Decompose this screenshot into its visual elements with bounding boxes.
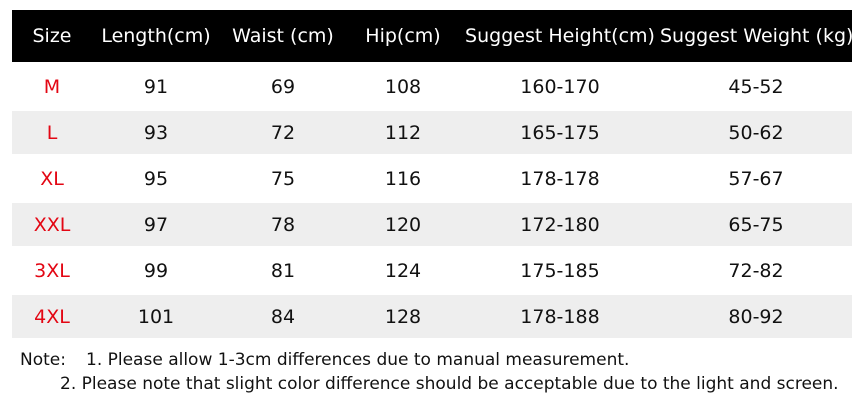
length-cell: 101 xyxy=(92,295,220,341)
height-cell: 172-180 xyxy=(460,203,660,249)
size-cell: M xyxy=(12,65,92,111)
table-row: 4XL 101 84 128 178-188 80-92 xyxy=(12,295,852,341)
length-cell: 95 xyxy=(92,157,220,203)
note-text-2: 2. Please note that slight color differe… xyxy=(60,374,839,394)
header-size: Size xyxy=(12,10,92,65)
hip-cell: 112 xyxy=(346,111,460,157)
weight-cell: 72-82 xyxy=(660,249,852,295)
weight-cell: 80-92 xyxy=(660,295,852,341)
size-cell: L xyxy=(12,111,92,157)
header-waist: Waist (cm) xyxy=(220,10,346,65)
waist-cell: 72 xyxy=(220,111,346,157)
size-cell: XL xyxy=(12,157,92,203)
waist-cell: 69 xyxy=(220,65,346,111)
note-prefix: Note: xyxy=(20,350,66,370)
header-suggest-height: Suggest Height(cm) xyxy=(460,10,660,65)
header-suggest-weight: Suggest Weight (kg) xyxy=(660,10,853,65)
table-row: XL 95 75 116 178-178 57-67 xyxy=(12,157,852,203)
table-row: 3XL 99 81 124 175-185 72-82 xyxy=(12,249,852,295)
table-row: M 91 69 108 160-170 45-52 xyxy=(12,65,852,111)
size-chart-table: Size Length(cm) Waist (cm) Hip(cm) Sugge… xyxy=(12,10,853,341)
header-row: Size Length(cm) Waist (cm) Hip(cm) Sugge… xyxy=(12,10,853,65)
size-cell: 4XL xyxy=(12,295,92,341)
weight-cell: 57-67 xyxy=(660,157,852,203)
height-cell: 178-178 xyxy=(460,157,660,203)
note-line-2: 2. Please note that slight color differe… xyxy=(20,372,860,396)
note-line-1: Note: 1. Please allow 1-3cm differences d… xyxy=(20,348,860,372)
waist-cell: 75 xyxy=(220,157,346,203)
hip-cell: 108 xyxy=(346,65,460,111)
length-cell: 97 xyxy=(92,203,220,249)
notes-section: Note: 1. Please allow 1-3cm differences d… xyxy=(20,348,860,396)
table-row: L 93 72 112 165-175 50-62 xyxy=(12,111,852,157)
height-cell: 178-188 xyxy=(460,295,660,341)
table-row: XXL 97 78 120 172-180 65-75 xyxy=(12,203,852,249)
height-cell: 160-170 xyxy=(460,65,660,111)
waist-cell: 81 xyxy=(220,249,346,295)
hip-cell: 116 xyxy=(346,157,460,203)
size-cell: XXL xyxy=(12,203,92,249)
size-cell: 3XL xyxy=(12,249,92,295)
length-cell: 99 xyxy=(92,249,220,295)
waist-cell: 78 xyxy=(220,203,346,249)
weight-cell: 50-62 xyxy=(660,111,852,157)
waist-cell: 84 xyxy=(220,295,346,341)
hip-cell: 120 xyxy=(346,203,460,249)
header-length: Length(cm) xyxy=(92,10,220,65)
length-cell: 93 xyxy=(92,111,220,157)
weight-cell: 65-75 xyxy=(660,203,852,249)
length-cell: 91 xyxy=(92,65,220,111)
weight-cell: 45-52 xyxy=(660,65,852,111)
header-hip: Hip(cm) xyxy=(346,10,460,65)
hip-cell: 128 xyxy=(346,295,460,341)
hip-cell: 124 xyxy=(346,249,460,295)
note-text-1: 1. Please allow 1-3cm differences due to… xyxy=(86,350,630,370)
height-cell: 165-175 xyxy=(460,111,660,157)
height-cell: 175-185 xyxy=(460,249,660,295)
